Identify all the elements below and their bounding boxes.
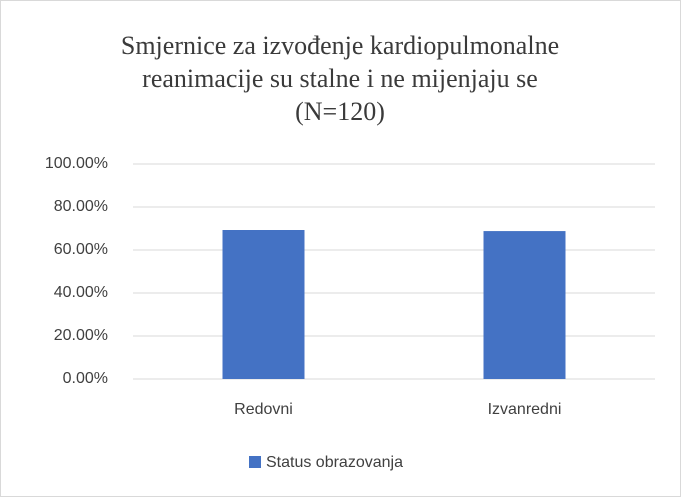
chart-title: (N=120)	[295, 97, 385, 126]
y-tick-label: 0.00%	[63, 370, 108, 387]
bar	[222, 230, 305, 379]
legend-swatch	[249, 456, 261, 468]
y-tick-label: 80.00%	[54, 198, 108, 215]
y-tick-label: 20.00%	[54, 327, 108, 344]
x-tick-label: Redovni	[234, 401, 293, 418]
chart-title: Smjernice za izvođenje kardiopulmonalne	[121, 31, 559, 60]
x-tick-label: Izvanredni	[488, 401, 562, 418]
y-tick-label: 40.00%	[54, 284, 108, 301]
bar	[483, 231, 566, 379]
y-tick-label: 60.00%	[54, 241, 108, 258]
y-tick-label: 100.00%	[45, 155, 108, 172]
legend-label: Status obrazovanja	[266, 454, 403, 471]
chart-title: reanimacije su stalne i ne mijenjaju se	[142, 64, 538, 93]
